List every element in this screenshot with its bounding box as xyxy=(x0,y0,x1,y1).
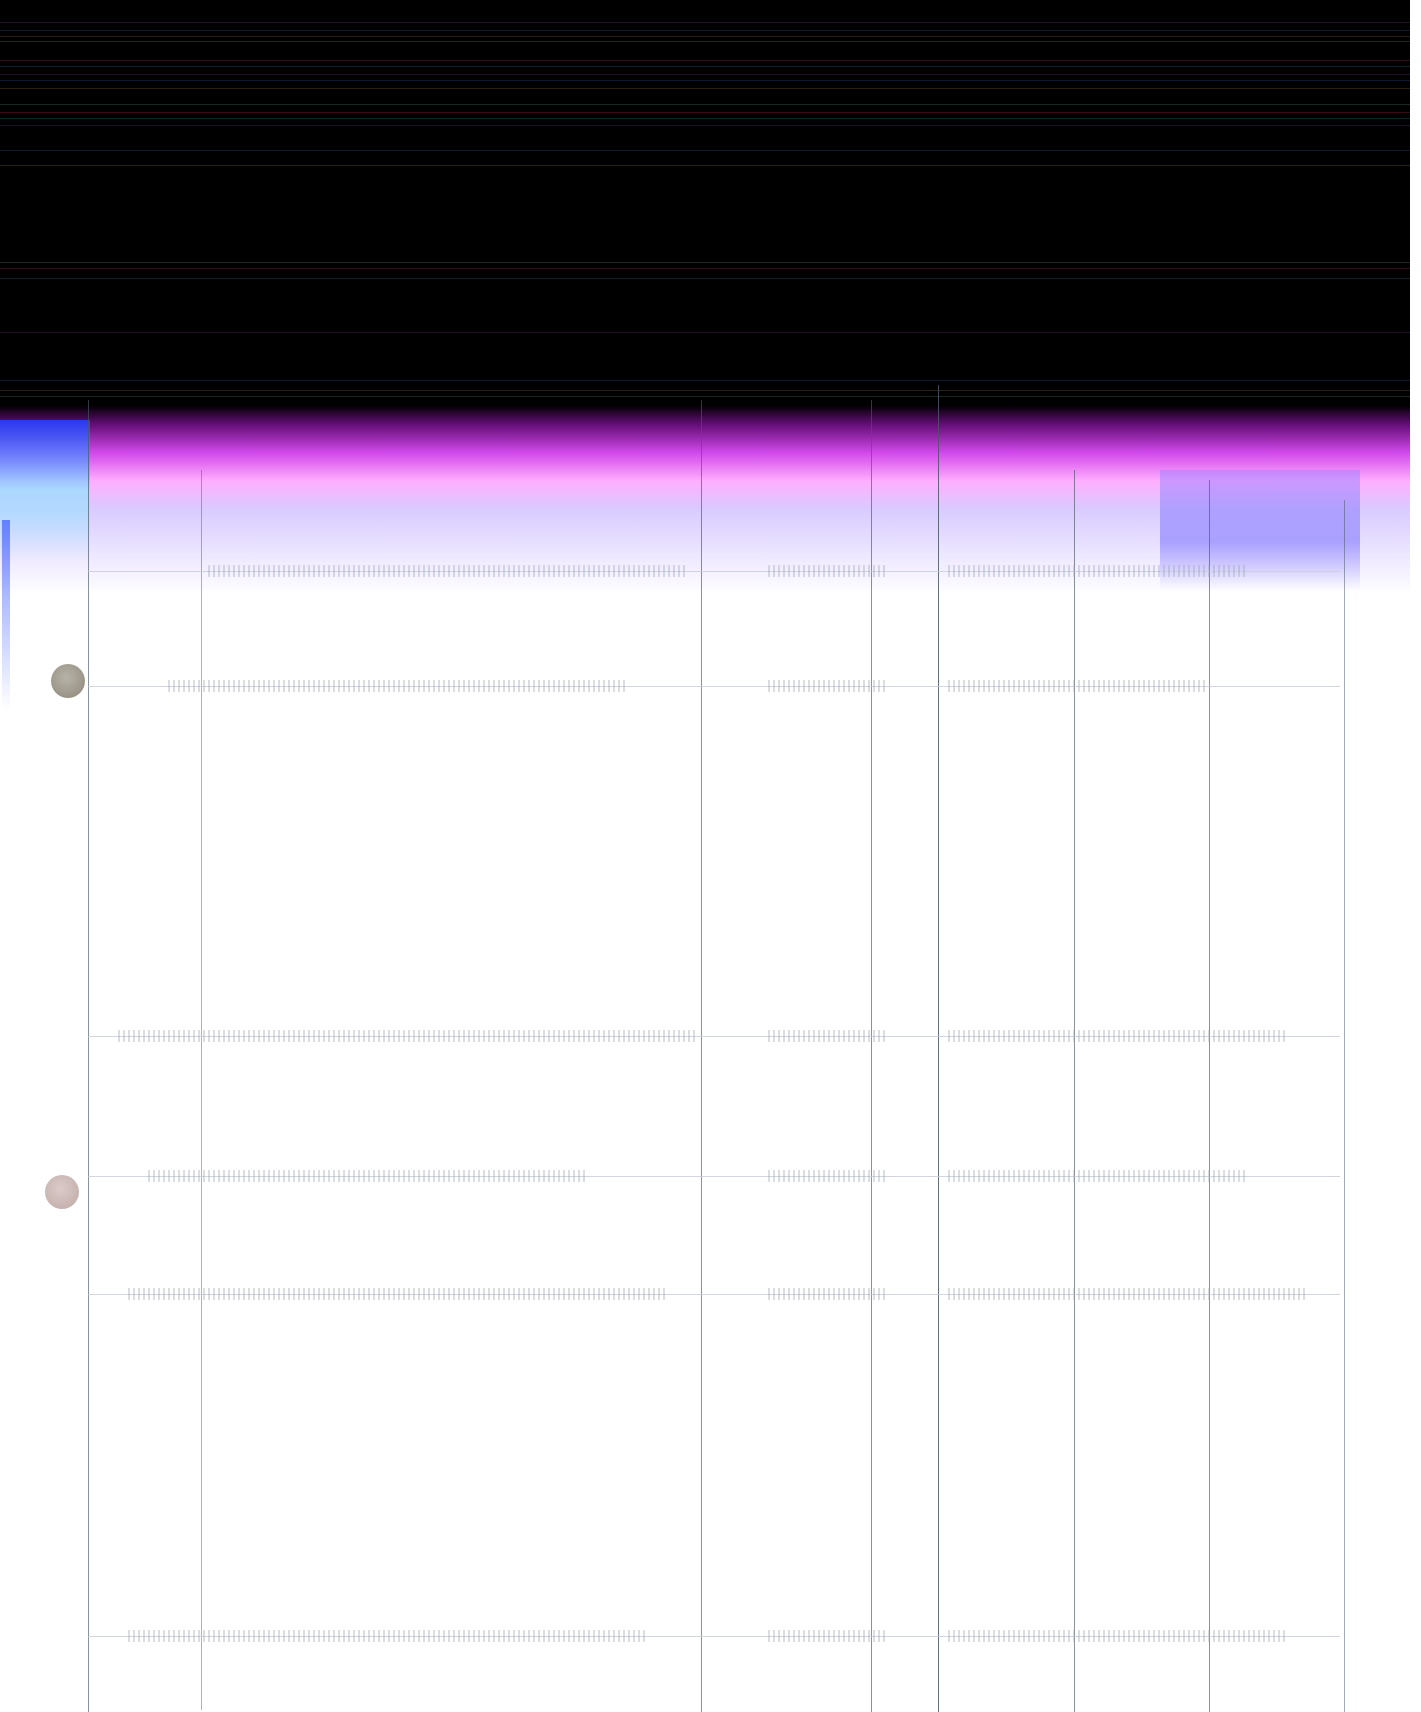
dark-header-band xyxy=(0,0,1410,410)
row-rule xyxy=(88,1176,1340,1177)
column-separator xyxy=(201,470,202,1710)
table-row[interactable] xyxy=(88,1020,1340,1054)
scanline xyxy=(0,268,1410,269)
avatar xyxy=(51,664,85,698)
column-separator xyxy=(1209,480,1210,1712)
scanline xyxy=(0,165,1410,166)
row-rule xyxy=(88,1294,1340,1295)
scanline xyxy=(0,380,1410,381)
row-smear xyxy=(768,1288,888,1300)
scanline xyxy=(0,36,1410,37)
glitch-left-edge xyxy=(2,520,10,710)
scanline xyxy=(0,30,1410,31)
scanline xyxy=(0,150,1410,151)
row-smear xyxy=(768,1630,888,1642)
table-row[interactable] xyxy=(88,1160,1340,1194)
column-separator xyxy=(1074,470,1075,1712)
scanline xyxy=(0,80,1410,81)
scanline xyxy=(0,41,1410,42)
scanline xyxy=(0,396,1410,397)
row-smear xyxy=(768,565,888,577)
row-smear xyxy=(948,1630,1288,1642)
scanline xyxy=(0,66,1410,67)
scanline xyxy=(0,125,1410,126)
row-smear xyxy=(948,1170,1248,1182)
column-separator xyxy=(871,400,872,1712)
table-row[interactable] xyxy=(88,1278,1340,1312)
scanline xyxy=(0,88,1410,89)
scanline xyxy=(0,112,1410,113)
row-smear xyxy=(948,680,1208,692)
row-smear xyxy=(768,680,888,692)
row-rule xyxy=(88,1036,1340,1037)
column-separator xyxy=(938,385,939,1712)
row-rule xyxy=(88,686,1340,687)
glitch-right-blob xyxy=(1160,470,1360,590)
scanline xyxy=(0,118,1410,119)
scanline xyxy=(0,74,1410,75)
scanline xyxy=(0,60,1410,61)
row-smear xyxy=(168,680,628,692)
row-smear xyxy=(128,1630,648,1642)
row-smear xyxy=(948,1288,1308,1300)
row-smear xyxy=(208,565,688,577)
scanline xyxy=(0,332,1410,333)
row-smear xyxy=(768,1170,888,1182)
row-smear xyxy=(948,565,1248,577)
scanline xyxy=(0,22,1410,23)
row-rule xyxy=(88,571,1340,572)
table-row[interactable] xyxy=(88,1620,1340,1654)
table-row[interactable] xyxy=(88,670,1340,704)
row-smear xyxy=(768,1030,888,1042)
row-smear xyxy=(948,1030,1288,1042)
row-smear xyxy=(118,1030,698,1042)
scanline xyxy=(0,104,1410,105)
column-separator xyxy=(1344,500,1345,1712)
scanline xyxy=(0,262,1410,263)
row-rule xyxy=(88,1636,1340,1637)
avatar xyxy=(45,1175,79,1209)
column-separator xyxy=(88,400,89,1712)
scanline xyxy=(0,390,1410,391)
glitch-left-blob xyxy=(0,420,90,560)
row-smear xyxy=(128,1288,668,1300)
column-separator xyxy=(701,400,702,1712)
table-row[interactable] xyxy=(88,555,1340,589)
scanline xyxy=(0,278,1410,279)
row-smear xyxy=(148,1170,588,1182)
